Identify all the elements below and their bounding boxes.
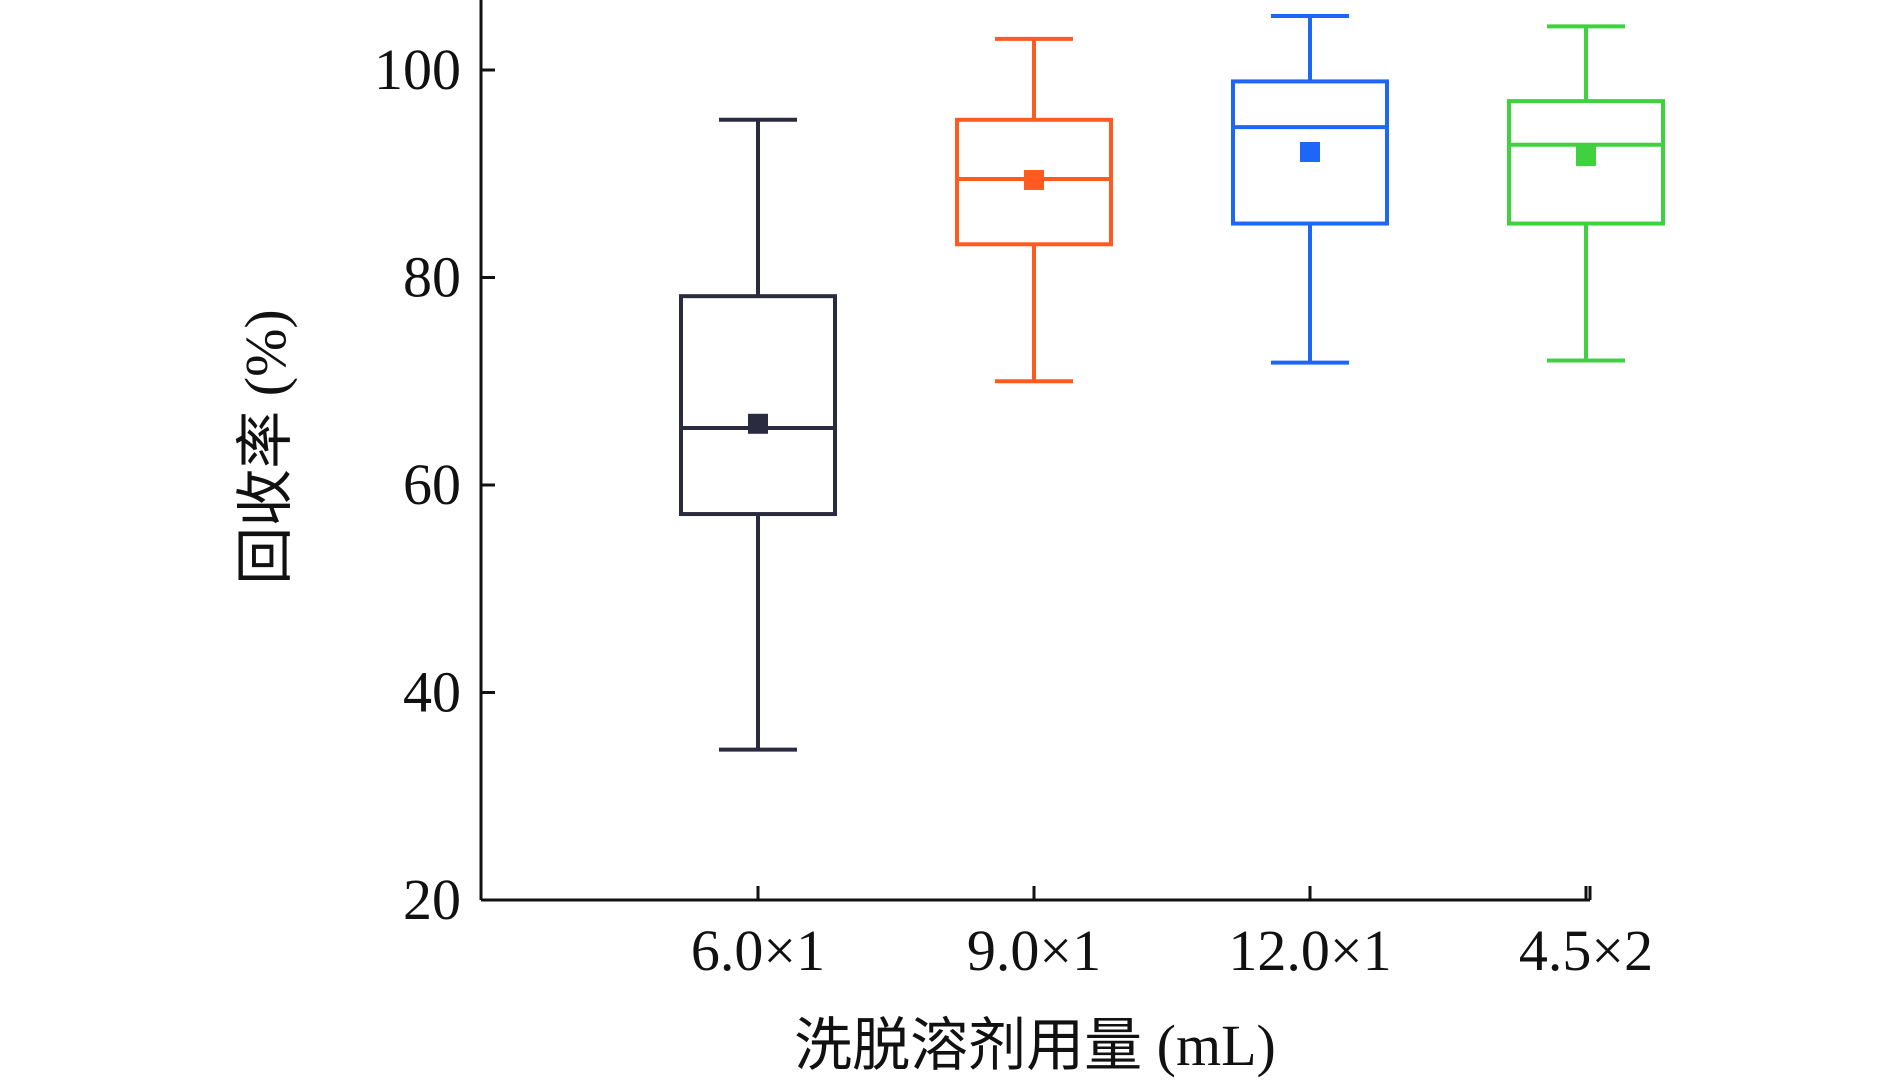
mean-marker bbox=[1576, 146, 1596, 167]
y-tick-label: 80 bbox=[403, 245, 461, 310]
x-tick-label: 9.0×1 bbox=[967, 918, 1101, 983]
box-group bbox=[1231, 14, 1389, 365]
y-tick-label: 40 bbox=[403, 660, 461, 725]
box-group bbox=[1507, 24, 1665, 363]
x-tick-label: 4.5×2 bbox=[1519, 918, 1653, 983]
x-axis-ticks: 6.0×1 9.0×1 12.0×1 4.5×2 bbox=[691, 886, 1653, 983]
mean-marker bbox=[1024, 169, 1044, 190]
box-group bbox=[955, 36, 1113, 384]
y-tick-label: 20 bbox=[403, 867, 461, 932]
x-axis-title: 洗脱溶剂用量 (mL) bbox=[794, 1013, 1276, 1078]
y-tick-label: 60 bbox=[403, 452, 461, 517]
y-axis-title: 回收率 (%) bbox=[233, 309, 298, 584]
box-group bbox=[679, 117, 837, 752]
mean-marker bbox=[748, 413, 768, 434]
y-axis-ticks: 20 40 60 80 100 bbox=[374, 37, 495, 932]
x-tick-label: 6.0×1 bbox=[691, 918, 825, 983]
y-tick-label: 100 bbox=[374, 37, 461, 102]
mean-marker bbox=[1300, 141, 1320, 162]
box-series bbox=[679, 14, 1665, 752]
box-iqr bbox=[679, 294, 837, 517]
x-tick-label: 12.0×1 bbox=[1228, 918, 1391, 983]
